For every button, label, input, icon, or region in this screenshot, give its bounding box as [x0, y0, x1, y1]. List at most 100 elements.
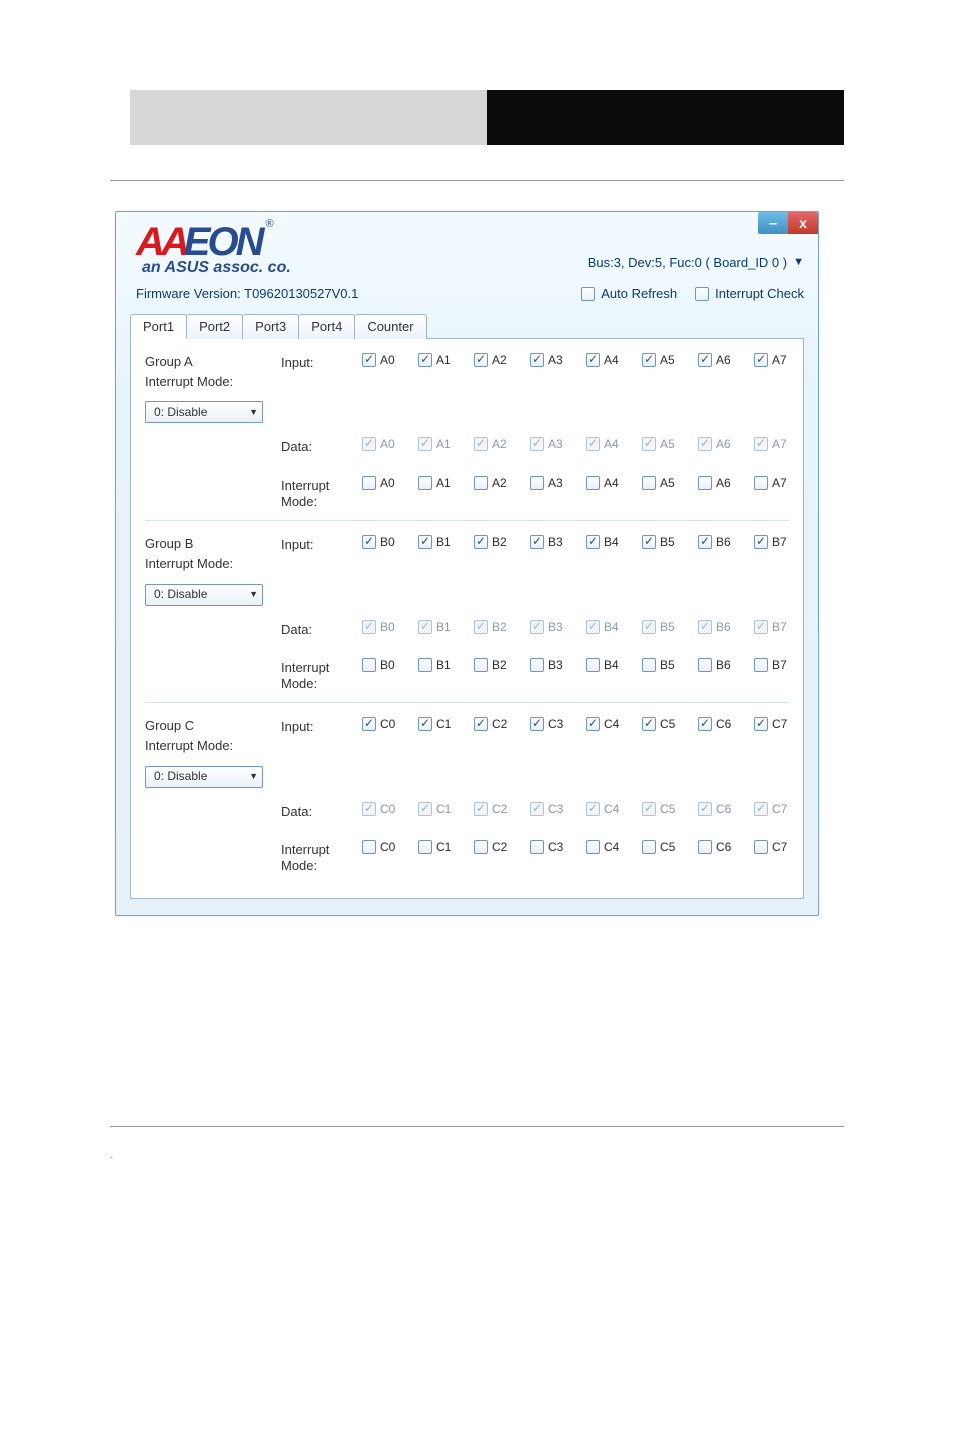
interrupt-bit-label: C4 — [604, 840, 619, 854]
interrupt-checkbox-A0[interactable] — [362, 476, 376, 490]
interrupt-bit-label: A7 — [772, 476, 787, 490]
interrupt-checkbox-B1[interactable] — [418, 658, 432, 672]
interrupt-checkbox-B4[interactable] — [586, 658, 600, 672]
interrupt-checkbox-B7[interactable] — [754, 658, 768, 672]
logo-suffix: EON — [184, 222, 262, 262]
interrupt-checkbox-B5[interactable] — [642, 658, 656, 672]
data-checkbox-C5 — [642, 802, 656, 816]
input-checkbox-A7[interactable] — [754, 353, 768, 367]
interrupt-checkbox-A6[interactable] — [698, 476, 712, 490]
interrupt-checkbox-C0[interactable] — [362, 840, 376, 854]
input-checkbox-A4[interactable] — [586, 353, 600, 367]
board-selector-text: Bus:3, Dev:5, Fuc:0 ( Board_ID 0 ) — [588, 255, 787, 270]
data-bit-B1: B1 — [418, 620, 470, 634]
input-checkbox-B4[interactable] — [586, 535, 600, 549]
window-chrome: – x — [758, 212, 818, 234]
data-bit-C5: C5 — [642, 802, 694, 816]
interrupt-bit-C6: C6 — [698, 840, 750, 854]
input-bit-B0: B0 — [362, 535, 414, 549]
interrupt-checkbox-A1[interactable] — [418, 476, 432, 490]
chevron-down-icon: ▼ — [249, 406, 258, 419]
interrupt-bit-C5: C5 — [642, 840, 694, 854]
data-bit-label: A5 — [660, 437, 675, 451]
interrupt-bit-row: A0A1A2A3A4A5A6A7 — [362, 476, 806, 490]
tab-port2[interactable]: Port2 — [186, 314, 243, 339]
interrupt-checkbox-C4[interactable] — [586, 840, 600, 854]
interrupt-checkbox-A5[interactable] — [642, 476, 656, 490]
input-bit-label: A4 — [604, 353, 619, 367]
interrupt-checkbox-A3[interactable] — [530, 476, 544, 490]
interrupt-checkbox-B2[interactable] — [474, 658, 488, 672]
interrupt-checkbox-B6[interactable] — [698, 658, 712, 672]
interrupt-checkbox-C5[interactable] — [642, 840, 656, 854]
input-row-label: Input: — [281, 717, 356, 735]
input-bit-B2: B2 — [474, 535, 526, 549]
data-bit-A7: A7 — [754, 437, 806, 451]
auto-refresh-option[interactable]: Auto Refresh — [581, 286, 677, 301]
board-selector[interactable]: Bus:3, Dev:5, Fuc:0 ( Board_ID 0 ) ▼ — [588, 255, 804, 270]
tab-counter[interactable]: Counter — [354, 314, 426, 339]
input-checkbox-C1[interactable] — [418, 717, 432, 731]
input-bit-C4: C4 — [586, 717, 638, 731]
input-checkbox-C5[interactable] — [642, 717, 656, 731]
interrupt-mode-combo[interactable]: 0: Disable▼ — [145, 401, 263, 423]
interrupt-bit-B7: B7 — [754, 658, 806, 672]
interrupt-check-checkbox[interactable] — [695, 287, 709, 301]
header-left-block — [130, 90, 487, 145]
interrupt-bit-C2: C2 — [474, 840, 526, 854]
interrupt-checkbox-A7[interactable] — [754, 476, 768, 490]
interrupt-checkbox-A4[interactable] — [586, 476, 600, 490]
header-row: AA EON ® an ASUS assoc. co. Bus:3, Dev:5… — [116, 212, 818, 276]
data-bit-B3: B3 — [530, 620, 582, 634]
interrupt-checkbox-C6[interactable] — [698, 840, 712, 854]
data-bit-label: B0 — [380, 620, 395, 634]
interrupt-checkbox-C7[interactable] — [754, 840, 768, 854]
data-bit-label: B3 — [548, 620, 563, 634]
data-bit-row: A0A1A2A3A4A5A6A7 — [362, 437, 806, 451]
data-bit-C4: C4 — [586, 802, 638, 816]
input-checkbox-A0[interactable] — [362, 353, 376, 367]
interrupt-mode-combo[interactable]: 0: Disable▼ — [145, 584, 263, 606]
input-checkbox-B0[interactable] — [362, 535, 376, 549]
input-checkbox-A5[interactable] — [642, 353, 656, 367]
interrupt-checkbox-C3[interactable] — [530, 840, 544, 854]
interrupt-checkbox-C1[interactable] — [418, 840, 432, 854]
input-checkbox-A3[interactable] — [530, 353, 544, 367]
app-window: – x AA EON ® an ASUS assoc. co. Bus:3, D… — [115, 211, 819, 916]
data-bit-label: C1 — [436, 802, 451, 816]
registered-mark: ® — [265, 219, 273, 230]
input-checkbox-C3[interactable] — [530, 717, 544, 731]
input-bit-B6: B6 — [698, 535, 750, 549]
tab-port1[interactable]: Port1 — [130, 314, 187, 339]
tab-port3[interactable]: Port3 — [242, 314, 299, 339]
input-checkbox-B7[interactable] — [754, 535, 768, 549]
input-checkbox-C6[interactable] — [698, 717, 712, 731]
input-checkbox-B6[interactable] — [698, 535, 712, 549]
interrupt-mode-caption: Interrupt Mode: — [145, 373, 275, 391]
input-checkbox-A1[interactable] — [418, 353, 432, 367]
interrupt-check-option[interactable]: Interrupt Check — [695, 286, 804, 301]
interrupt-checkbox-B0[interactable] — [362, 658, 376, 672]
interrupt-checkbox-A2[interactable] — [474, 476, 488, 490]
minimize-button[interactable]: – — [758, 212, 788, 234]
interrupt-checkbox-C2[interactable] — [474, 840, 488, 854]
interrupt-mode-combo[interactable]: 0: Disable▼ — [145, 766, 263, 788]
input-checkbox-B3[interactable] — [530, 535, 544, 549]
auto-refresh-checkbox[interactable] — [581, 287, 595, 301]
input-checkbox-C4[interactable] — [586, 717, 600, 731]
input-checkbox-A2[interactable] — [474, 353, 488, 367]
data-bit-label: C0 — [380, 802, 395, 816]
input-checkbox-C0[interactable] — [362, 717, 376, 731]
input-checkbox-B1[interactable] — [418, 535, 432, 549]
input-checkbox-B5[interactable] — [642, 535, 656, 549]
input-checkbox-B2[interactable] — [474, 535, 488, 549]
close-button[interactable]: x — [788, 212, 818, 234]
input-checkbox-C2[interactable] — [474, 717, 488, 731]
input-checkbox-A6[interactable] — [698, 353, 712, 367]
interrupt-bit-label: A3 — [548, 476, 563, 490]
group-title: Group A — [145, 353, 275, 371]
data-checkbox-B4 — [586, 620, 600, 634]
input-checkbox-C7[interactable] — [754, 717, 768, 731]
interrupt-checkbox-B3[interactable] — [530, 658, 544, 672]
tab-port4[interactable]: Port4 — [298, 314, 355, 339]
